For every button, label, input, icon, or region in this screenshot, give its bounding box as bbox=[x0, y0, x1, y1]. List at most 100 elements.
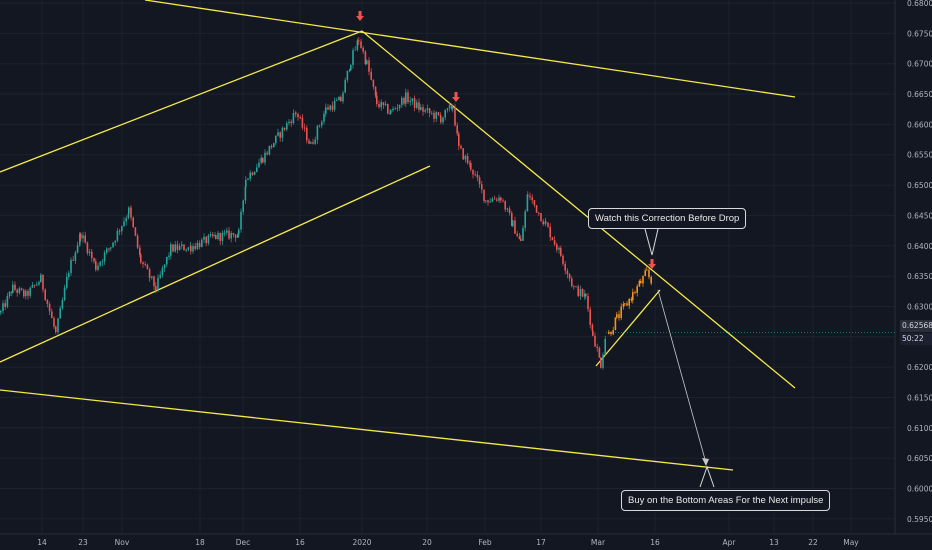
candle-body bbox=[502, 200, 504, 202]
candle-body bbox=[350, 64, 352, 71]
candle-body bbox=[483, 189, 485, 201]
candle-body bbox=[240, 211, 242, 230]
candle-body bbox=[116, 230, 119, 241]
candle-body bbox=[344, 79, 346, 93]
candle-body bbox=[221, 232, 224, 241]
candle-body bbox=[308, 140, 310, 144]
candle-body bbox=[318, 125, 321, 127]
candle-body bbox=[146, 264, 149, 270]
candle-body bbox=[589, 309, 591, 325]
candle-body bbox=[527, 194, 529, 196]
trendline-lower-channel bbox=[0, 389, 734, 471]
candle-body bbox=[376, 95, 378, 104]
candle-body bbox=[84, 235, 86, 243]
candle-body bbox=[264, 152, 266, 163]
candle-body bbox=[512, 220, 514, 227]
candle-body bbox=[460, 146, 462, 149]
candle-body bbox=[340, 96, 342, 102]
candle-body bbox=[403, 97, 405, 104]
candle-body bbox=[118, 230, 121, 232]
projection-arrow-line bbox=[657, 289, 707, 464]
candle-body bbox=[57, 318, 59, 333]
projection-candle-body bbox=[622, 304, 625, 307]
candle-body bbox=[181, 244, 183, 247]
x-tick-label: 2020 bbox=[352, 538, 371, 547]
candle-body bbox=[27, 290, 29, 296]
candle-body bbox=[362, 47, 364, 52]
candle-body bbox=[86, 242, 89, 254]
candle-body bbox=[346, 70, 349, 80]
candle-body bbox=[48, 303, 51, 312]
candle-body bbox=[511, 213, 513, 227]
candle-body bbox=[253, 171, 256, 175]
candle-body bbox=[579, 289, 582, 297]
candle-body bbox=[114, 240, 116, 243]
candle-body bbox=[566, 270, 569, 275]
candle-body bbox=[279, 132, 281, 138]
projection-candle-body bbox=[620, 306, 622, 318]
candle-body bbox=[301, 117, 304, 128]
candle-body bbox=[594, 335, 596, 347]
projection-candle-body bbox=[646, 269, 648, 271]
candle-body bbox=[97, 265, 99, 270]
candle-body bbox=[0, 311, 2, 313]
candle-body bbox=[431, 112, 433, 114]
candle-body bbox=[401, 97, 403, 106]
candle-body bbox=[55, 326, 57, 333]
candle-body bbox=[166, 256, 168, 265]
candle-body bbox=[66, 276, 68, 288]
candle-body bbox=[520, 238, 522, 241]
candle-body bbox=[602, 354, 604, 368]
candle-body bbox=[522, 227, 524, 241]
candle-body bbox=[533, 200, 536, 206]
candle-body bbox=[103, 252, 106, 262]
candle-body bbox=[275, 135, 277, 144]
candle-body bbox=[540, 212, 542, 222]
candle-body bbox=[159, 275, 161, 278]
candle-body bbox=[161, 268, 164, 276]
candle-body bbox=[251, 172, 254, 175]
candle-body bbox=[526, 194, 529, 212]
candle-body bbox=[108, 248, 110, 250]
candle-body bbox=[538, 212, 540, 214]
candle-body bbox=[489, 201, 491, 203]
candle-body bbox=[398, 105, 401, 108]
candle-body bbox=[348, 70, 351, 71]
candle-body bbox=[392, 108, 394, 111]
candle-body bbox=[496, 199, 498, 201]
candle-body bbox=[440, 117, 442, 123]
projection-arrow-head bbox=[702, 458, 709, 466]
projection-candle-body bbox=[630, 298, 633, 301]
candle-body bbox=[238, 229, 240, 235]
candle-body bbox=[577, 286, 579, 297]
candle-body bbox=[33, 284, 36, 286]
candle-body bbox=[110, 247, 112, 249]
candle-body bbox=[405, 92, 407, 104]
candle-body bbox=[454, 107, 456, 126]
x-tick-label: Dec bbox=[236, 538, 251, 547]
projection-candle-body bbox=[626, 303, 628, 306]
candle-body bbox=[283, 127, 286, 130]
candle-body bbox=[223, 232, 226, 234]
candle-body bbox=[500, 197, 502, 201]
projection-candle-body bbox=[644, 270, 646, 276]
candle-body bbox=[598, 347, 601, 358]
candle-body bbox=[258, 162, 260, 168]
candle-body bbox=[192, 246, 194, 252]
candle-body bbox=[413, 98, 416, 108]
candle-body bbox=[508, 208, 511, 214]
candle-body bbox=[63, 287, 66, 301]
candle-body bbox=[268, 145, 271, 155]
projection-candle-body bbox=[648, 269, 650, 278]
candle-body bbox=[292, 113, 295, 124]
projection-candle-body bbox=[616, 314, 618, 318]
candle-body bbox=[325, 107, 327, 114]
candle-body bbox=[101, 261, 104, 263]
candle-body bbox=[185, 249, 187, 251]
